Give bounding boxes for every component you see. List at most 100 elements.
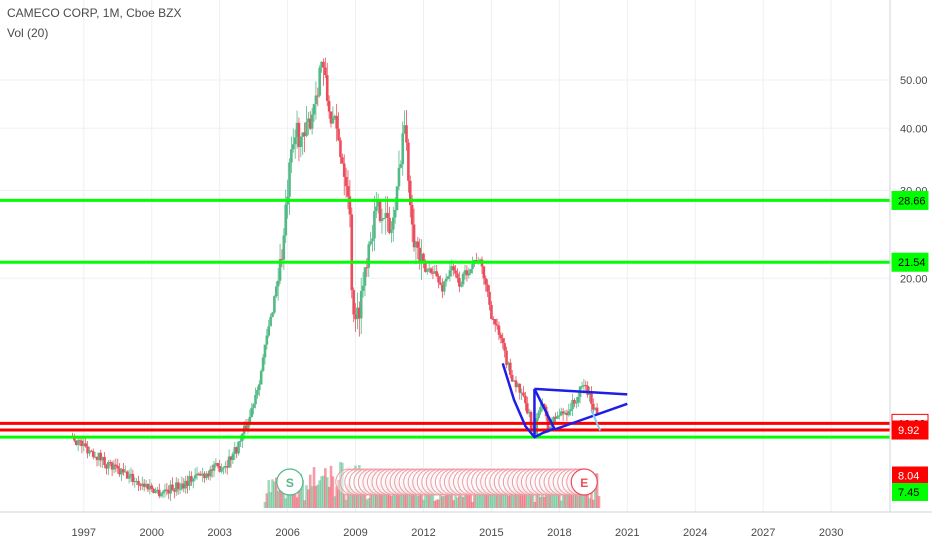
candle-body (82, 443, 86, 446)
candle-body (424, 263, 427, 272)
price-axis-tag (892, 483, 928, 501)
candle-body (86, 446, 89, 454)
candle-body (354, 314, 357, 320)
candle-body (401, 133, 405, 165)
volume-bar (461, 496, 465, 508)
y-tick-label: 40.00 (900, 123, 928, 135)
trend-line[interactable] (554, 402, 628, 431)
candle-body (193, 475, 197, 479)
candle-body (167, 489, 171, 494)
candle-body (129, 473, 133, 476)
candle-body (492, 318, 495, 320)
candle-body (91, 451, 95, 457)
candle-body (88, 450, 91, 454)
x-tick-label: 2021 (615, 527, 639, 539)
volume-bar (495, 488, 499, 508)
candle-body (331, 118, 335, 124)
projection-line[interactable] (590, 409, 602, 431)
volume-bar (442, 495, 446, 508)
candle-body (195, 473, 199, 476)
candle-body (358, 307, 361, 319)
horizontal-levels[interactable] (0, 198, 890, 439)
candle-body (371, 238, 374, 242)
volume-bar (395, 474, 399, 508)
volume-bar (507, 495, 510, 508)
volume-bar (433, 500, 437, 508)
candle-body (397, 167, 401, 187)
earnings-marker[interactable] (570, 468, 598, 496)
volume-bar (401, 478, 405, 508)
volume-bar (422, 499, 425, 508)
volume-bar (280, 481, 284, 508)
candle-body (367, 244, 371, 268)
trend-line[interactable] (534, 387, 628, 396)
cup-curve[interactable] (501, 362, 556, 439)
x-tick-label: 2003 (207, 527, 231, 539)
candle-body (205, 473, 208, 479)
candle-body (293, 137, 297, 145)
candle-body (184, 480, 187, 489)
candle-body (322, 61, 325, 68)
volume-bar (352, 491, 355, 508)
candle-body (290, 149, 293, 163)
candle-body (342, 163, 346, 177)
candle-body (452, 266, 455, 271)
candle-body (169, 484, 172, 494)
candle-body (214, 463, 218, 465)
candle-body (84, 443, 87, 447)
x-tick-label: 1997 (72, 527, 96, 539)
volume-bar (484, 491, 488, 508)
candle-body (220, 468, 223, 472)
candle-body (318, 67, 321, 96)
candle-body (182, 483, 186, 489)
candle-body (505, 350, 508, 366)
volume-bar (550, 492, 554, 508)
candle-body (554, 416, 557, 419)
candle-body (593, 407, 597, 410)
candle-body (575, 402, 578, 404)
candle-body (548, 427, 552, 430)
candle-body (442, 281, 446, 292)
volume-bar (558, 484, 561, 508)
candle-body (359, 290, 363, 319)
candle-body (425, 269, 429, 272)
volume-bar (439, 483, 442, 508)
volume-bar (297, 489, 301, 508)
x-tick-label: 2024 (683, 527, 707, 539)
volume-bar (393, 483, 397, 508)
candle-body (458, 278, 461, 287)
candle-body (439, 282, 442, 285)
candle-body (363, 267, 367, 286)
volume-bar (314, 485, 318, 508)
trend-line[interactable] (533, 388, 556, 430)
candle-body (373, 210, 376, 239)
volume-bar (359, 490, 363, 508)
volume-bar (291, 490, 295, 508)
volume-bar (414, 493, 418, 508)
volume-bar (284, 498, 288, 508)
candle-body (361, 285, 365, 291)
split-marker[interactable] (276, 468, 304, 496)
candle-body (348, 196, 352, 215)
trend-lines[interactable] (501, 362, 628, 439)
volume-bar (512, 482, 516, 508)
candle-body (186, 480, 189, 486)
candle-body (303, 132, 306, 137)
volume-bar (499, 491, 503, 508)
candle-body (171, 484, 174, 491)
volume-bar (403, 487, 406, 508)
candle-body (203, 473, 206, 479)
candle-body (573, 400, 576, 404)
time-axis[interactable]: 1997 2000 2003 2006 2009 2012 2015 2018 2021 2024… (0, 511, 932, 539)
candle-body (446, 276, 450, 279)
candle-body (216, 463, 220, 467)
candle-body (390, 229, 393, 233)
volume-indicator-label[interactable]: Vol (20) (7, 26, 49, 40)
candle-body (197, 473, 201, 475)
candle-body (124, 471, 127, 473)
candle-body (435, 271, 438, 277)
price-axis[interactable]: 20.0030.0040.0050.0028.6621.5410.239.928… (889, 0, 932, 550)
